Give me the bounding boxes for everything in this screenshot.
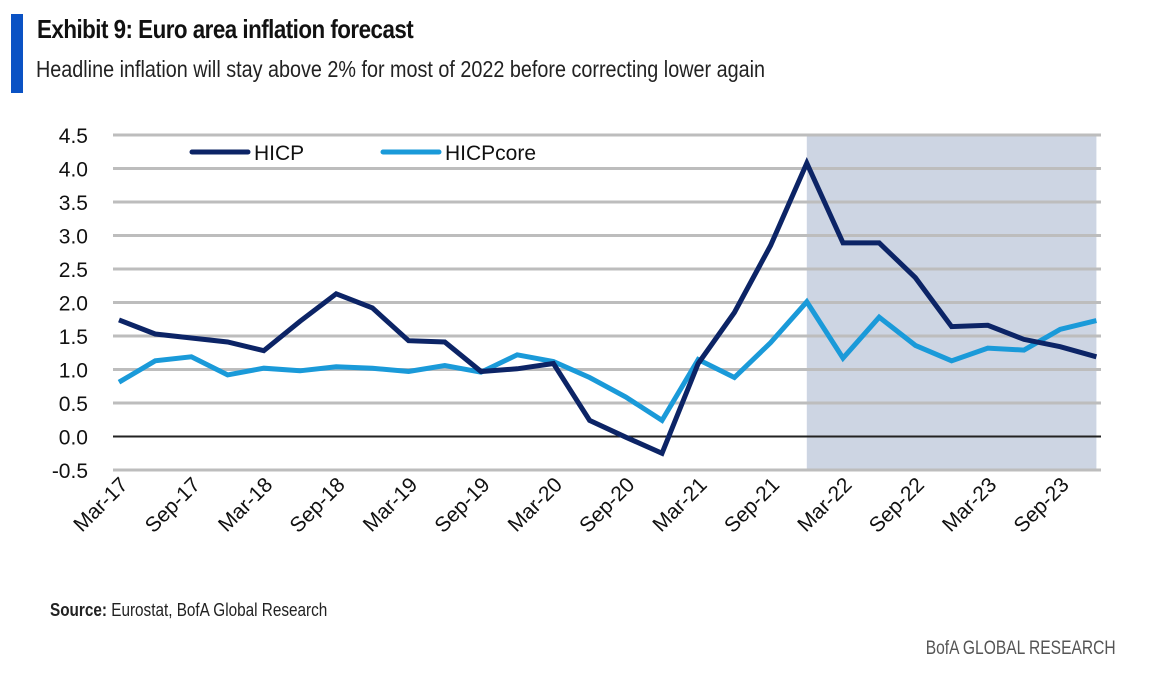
x-tick-label: Mar-19 — [359, 473, 422, 536]
x-tick-label: Mar-20 — [504, 473, 567, 536]
source-text: Eurostat, BofA Global Research — [111, 600, 328, 620]
y-tick-label: 2.0 — [59, 293, 88, 316]
chart-subtitle: Headline inflation will stay above 2% fo… — [36, 56, 765, 82]
legend: HICP HICPcore — [189, 142, 536, 165]
legend-hicp-label: HICP — [254, 142, 304, 165]
chart-title: Exhibit 9: Euro area inflation forecast — [37, 14, 414, 44]
y-tick-label: 0.5 — [59, 393, 88, 416]
y-axis: -0.5 0.0 0.5 1.0 1.5 2.0 2.5 3.0 3.5 4.0 4.5 — [52, 125, 88, 483]
source-label: Source: — [50, 600, 107, 620]
x-axis: Mar-17 Sep-17 Mar-18 Sep-18 Mar-19 Sep-19 Mar-… — [69, 473, 1074, 537]
y-tick-label: 0.0 — [59, 427, 88, 450]
x-tick-label: Mar-22 — [793, 473, 856, 536]
y-tick-label: 3.0 — [59, 226, 88, 249]
x-tick-label: Mar-18 — [214, 473, 277, 536]
y-tick-label: -0.5 — [52, 460, 88, 483]
y-tick-label: 1.5 — [59, 326, 88, 349]
x-tick-label: Mar-21 — [648, 473, 711, 536]
y-tick-label: 3.5 — [59, 192, 88, 215]
x-tick-label: Sep-23 — [1010, 473, 1074, 537]
accent-bar — [11, 14, 23, 93]
x-tick-label: Sep-20 — [575, 473, 639, 537]
legend-hicpcore-label: HICPcore — [445, 142, 536, 165]
y-tick-label: 4.0 — [59, 159, 88, 182]
x-tick-label: Sep-19 — [430, 473, 494, 537]
series-line-hicpcore — [117, 297, 1097, 424]
x-tick-label: Sep-18 — [286, 473, 350, 537]
x-tick-label: Mar-23 — [938, 473, 1001, 536]
y-tick-label: 2.5 — [59, 259, 88, 282]
y-tick-label: 4.5 — [59, 125, 88, 148]
x-tick-label: Sep-21 — [720, 473, 784, 537]
y-tick-label: 1.0 — [59, 360, 88, 383]
brand-footer: BofA GLOBAL RESEARCH — [926, 638, 1116, 659]
series-line-hicp — [118, 156, 1098, 457]
x-tick-label: Sep-22 — [865, 473, 929, 537]
series-lines — [117, 156, 1098, 457]
source-note: Source: Eurostat, BofA Global Research — [50, 600, 327, 621]
x-tick-label: Sep-17 — [141, 473, 205, 537]
